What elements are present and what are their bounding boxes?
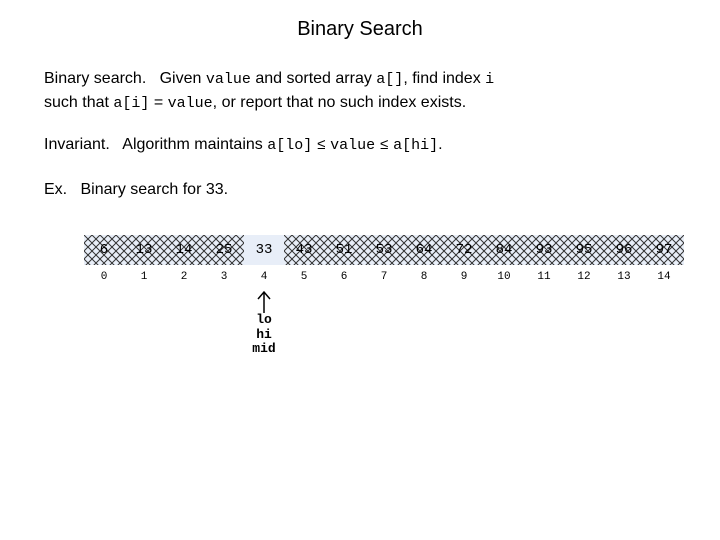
t: Given [160, 70, 202, 87]
array-index: 4 [244, 265, 284, 283]
array-cell: 95 [564, 235, 604, 265]
array-cell-value: 84 [496, 242, 513, 258]
page-title: Binary Search [44, 18, 676, 41]
lead: Ex. [44, 181, 67, 198]
code: value [206, 71, 251, 88]
array-cell: 64 [404, 235, 444, 265]
le: ≤ [380, 137, 389, 154]
array-row: 6 13 14 25 33 [84, 235, 684, 265]
array-index: 7 [364, 265, 404, 283]
array-cell: 53 [364, 235, 404, 265]
array-cell: 72 [444, 235, 484, 265]
array-cell: 25 [204, 235, 244, 265]
le: ≤ [317, 137, 326, 154]
array-index: 6 [324, 265, 364, 283]
array-index: 8 [404, 265, 444, 283]
array-index: 0 [84, 265, 124, 283]
t: such that [44, 94, 109, 111]
array-cell-value: 33 [256, 242, 273, 258]
array-cell-value: 51 [336, 242, 353, 258]
t: Binary search for 33. [80, 181, 228, 198]
code: i [485, 71, 494, 88]
array-cell: 43 [284, 235, 324, 265]
t: = [154, 94, 163, 111]
array-cell-value: 25 [216, 242, 233, 258]
arrow-column: lohimid [84, 289, 684, 359]
index-row: 01234567891011121314 [84, 265, 684, 283]
array-cell-value: 97 [656, 242, 673, 258]
array-cell-value: 93 [536, 242, 553, 258]
array-index: 9 [444, 265, 484, 283]
array-cell-value: 13 [136, 242, 153, 258]
array-cell: 13 [124, 235, 164, 265]
paragraph-invariant: Invariant. Algorithm maintains a[lo] ≤ v… [44, 133, 676, 157]
array-diagram: 6 13 14 2533 [84, 235, 684, 359]
dot: . [438, 136, 442, 153]
code: a[hi] [393, 137, 438, 154]
array-cell: 97 [644, 235, 684, 265]
array-cell: 33 [244, 235, 284, 265]
t: Algorithm maintains [122, 136, 263, 153]
code: value [168, 95, 213, 112]
code: a[i] [113, 95, 149, 112]
array-cell-value: 53 [376, 242, 393, 258]
array-cell-value: 43 [296, 242, 313, 258]
array-cell-value: 95 [576, 242, 593, 258]
array-cell-value: 14 [176, 242, 193, 258]
array-index: 14 [644, 265, 684, 283]
array-cell: 6 [84, 235, 124, 265]
up-arrow-icon [244, 289, 284, 313]
array-cell-value: 64 [416, 242, 433, 258]
array-cell: 51 [324, 235, 364, 265]
t: , or report that no such index exists. [213, 94, 466, 111]
code: a[] [376, 71, 403, 88]
array-index: 3 [204, 265, 244, 283]
t: and sorted array [255, 70, 372, 87]
array-index: 11 [524, 265, 564, 283]
array-cell: 93 [524, 235, 564, 265]
array-index: 12 [564, 265, 604, 283]
slide: Binary Search Binary search. Given value… [0, 0, 720, 540]
code: value [330, 137, 375, 154]
lead: Invariant. [44, 136, 110, 153]
array-index: 2 [164, 265, 204, 283]
pointer-labels: lohimid [244, 313, 284, 356]
array-cell-value: 96 [616, 242, 633, 258]
paragraph-definition: Binary search. Given value and sorted ar… [44, 67, 676, 115]
array-cell: 14 [164, 235, 204, 265]
array-cell: 96 [604, 235, 644, 265]
lead: Binary search. [44, 70, 146, 87]
array-cell-value: 72 [456, 242, 473, 258]
t: , find index [403, 70, 480, 87]
paragraph-example: Ex. Binary search for 33. [44, 178, 676, 201]
array-cell-value: 6 [100, 242, 108, 258]
array-cell: 84 [484, 235, 524, 265]
array-index: 5 [284, 265, 324, 283]
array-index: 10 [484, 265, 524, 283]
array-index: 1 [124, 265, 164, 283]
code: a[lo] [267, 137, 312, 154]
array-index: 13 [604, 265, 644, 283]
